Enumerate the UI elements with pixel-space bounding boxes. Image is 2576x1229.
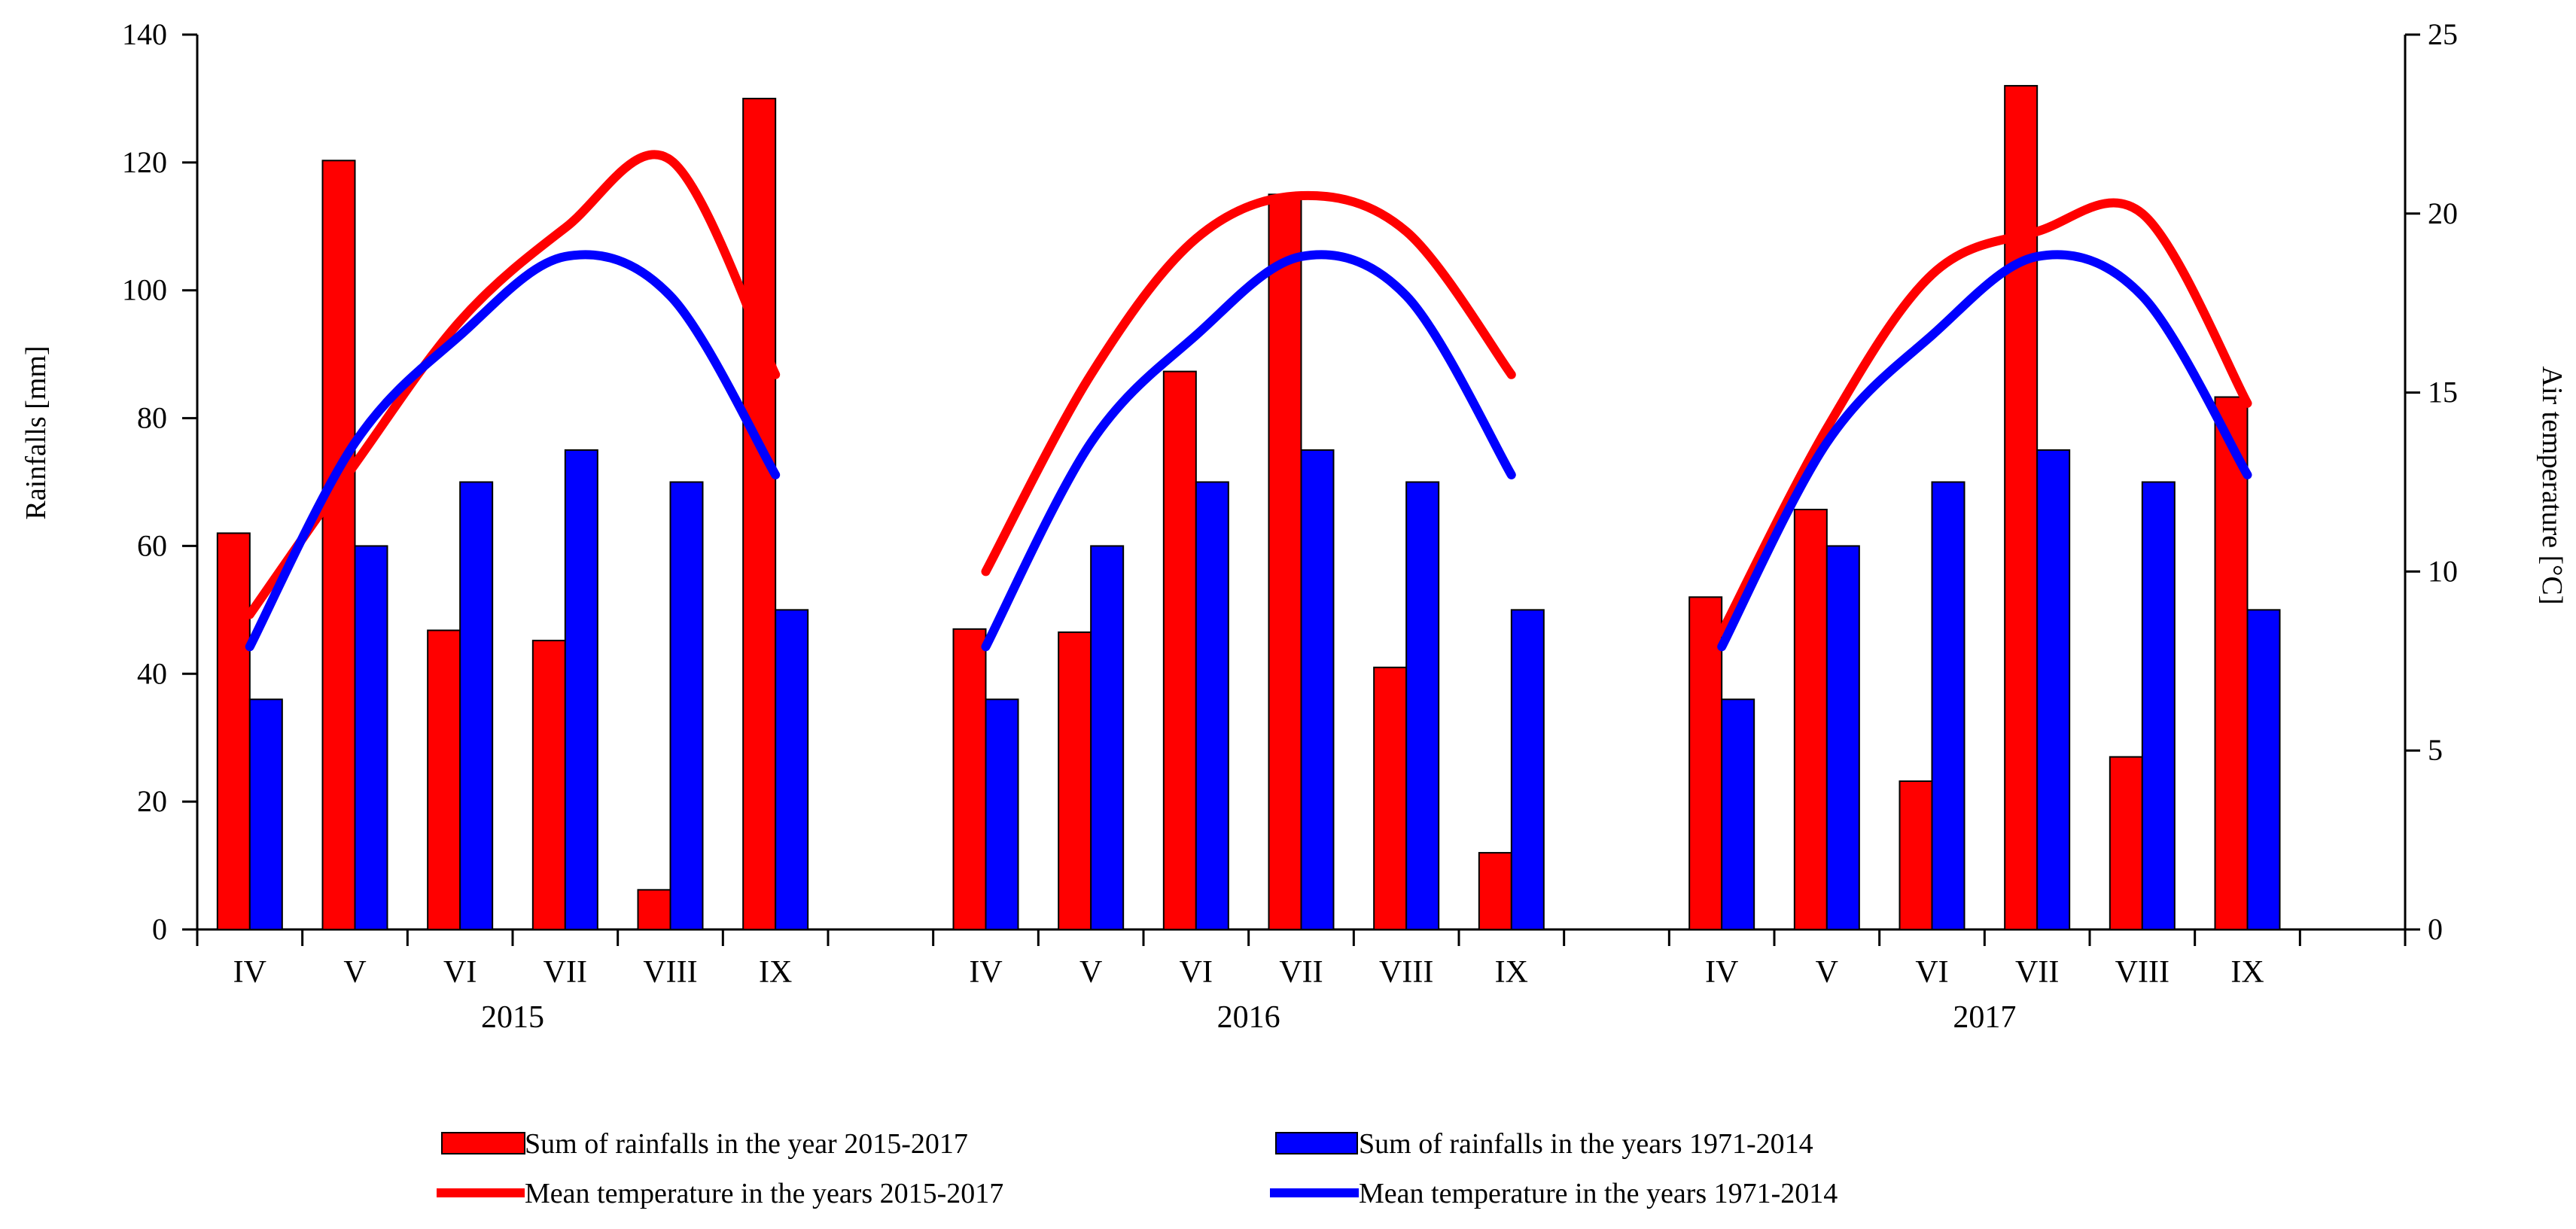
bar-longterm-rain xyxy=(459,481,494,930)
bar-longterm-rain xyxy=(1931,481,1965,930)
month-label: VIII xyxy=(643,955,697,990)
bar-longterm-rain xyxy=(1510,609,1545,930)
line-longterm-temp xyxy=(1717,250,2252,652)
bar-longterm-rain xyxy=(2141,481,2176,930)
legend-swatch-actual-rain xyxy=(441,1132,525,1154)
bar-actual-rain xyxy=(216,532,251,930)
bar-longterm-rain xyxy=(354,545,388,931)
y-right-tick-label: 10 xyxy=(2428,554,2458,588)
line-longterm-temp xyxy=(981,250,1516,652)
year-label: 2015 xyxy=(481,1000,544,1035)
y-right-tick-label: 15 xyxy=(2428,376,2458,409)
month-label: VI xyxy=(1180,955,1213,990)
month-label: VIII xyxy=(2115,955,2170,990)
y-left-tick-label: 0 xyxy=(152,912,167,946)
month-label: IV xyxy=(1705,955,1738,990)
temperature-lines xyxy=(245,150,2252,652)
bar-actual-rain xyxy=(2004,84,2039,930)
month-label: VII xyxy=(544,955,587,990)
y-left-axis-title: Rainfalls [mm] xyxy=(20,345,52,519)
bar-actual-rain xyxy=(531,640,566,930)
bar-actual-rain xyxy=(1688,596,1723,930)
line-longterm-temp xyxy=(245,250,781,652)
bar-longterm-rain xyxy=(1195,481,1229,930)
bar-longterm-rain xyxy=(1825,545,1860,931)
y-left-tick-label: 140 xyxy=(122,17,167,51)
bar-longterm-rain xyxy=(2246,609,2281,930)
legend-label-actual-temp: Mean temperature in the years 2015-2017 xyxy=(525,1178,1003,1209)
y-right-tick-label: 5 xyxy=(2428,733,2443,767)
line-actual-temp xyxy=(1717,198,2252,637)
line-actual-temp xyxy=(981,190,1516,576)
month-label: IX xyxy=(759,955,792,990)
y-right-tick-label: 20 xyxy=(2428,196,2458,230)
y-left-tick-label: 120 xyxy=(122,145,167,179)
y-right-tick-label: 25 xyxy=(2428,17,2458,51)
bars xyxy=(216,84,2281,931)
bar-longterm-rain xyxy=(1090,545,1125,931)
year-label: 2017 xyxy=(1953,1000,2016,1035)
bar-actual-rain xyxy=(742,97,777,930)
bar-actual-rain xyxy=(1162,370,1197,931)
bar-actual-rain xyxy=(1793,509,1828,930)
month-label: IV xyxy=(233,955,266,990)
bar-actual-rain xyxy=(427,629,461,931)
bar-longterm-rain xyxy=(775,609,809,930)
bar-actual-rain xyxy=(1058,631,1092,930)
legend-swatch-longterm-rain xyxy=(1275,1132,1358,1154)
y-right-tick-label: 0 xyxy=(2428,912,2443,946)
bar-actual-rain xyxy=(952,628,987,930)
bar-longterm-rain xyxy=(1721,698,1755,930)
month-label: IX xyxy=(2230,955,2264,990)
bar-actual-rain xyxy=(1268,193,1302,931)
month-label: VII xyxy=(2015,955,2059,990)
y-left-tick-label: 80 xyxy=(137,401,167,435)
bar-actual-rain xyxy=(1478,852,1512,930)
month-label: V xyxy=(1079,955,1102,990)
y-left-tick-label: 100 xyxy=(122,273,167,307)
bar-longterm-rain xyxy=(564,449,598,930)
bar-longterm-rain xyxy=(248,698,283,930)
bar-longterm-rain xyxy=(985,698,1019,930)
legend-label-actual-rain: Sum of rainfalls in the year 2015-2017 xyxy=(525,1128,968,1160)
bar-actual-rain xyxy=(2109,756,2143,931)
month-label: VI xyxy=(1915,955,1948,990)
bar-actual-rain xyxy=(1899,780,1933,930)
y-left-tick-label: 40 xyxy=(137,656,167,690)
bar-actual-rain xyxy=(1373,666,1408,930)
month-label: IV xyxy=(969,955,1002,990)
bar-actual-rain xyxy=(2214,396,2249,930)
x-axis-labels: IV V VI VII VIII IX 2015 IV V VI VII VIII IX 2016 IV V V… xyxy=(233,955,2264,1035)
legend: Sum of rainfalls in the year 2015-2017 S… xyxy=(437,1128,1838,1209)
line-actual-temp xyxy=(245,150,781,619)
month-label: VIII xyxy=(1379,955,1433,990)
year-label: 2016 xyxy=(1217,1000,1280,1035)
bar-longterm-rain xyxy=(669,481,704,930)
legend-label-longterm-rain: Sum of rainfalls in the years 1971-2014 xyxy=(1359,1128,1813,1160)
legend-label-longterm-temp: Mean temperature in the years 1971-2014 xyxy=(1359,1178,1838,1209)
bar-actual-rain xyxy=(637,889,671,930)
month-label: V xyxy=(343,955,366,990)
bar-longterm-rain xyxy=(2036,449,2071,930)
bar-actual-rain xyxy=(321,160,356,931)
month-label: V xyxy=(1816,955,1838,990)
bar-longterm-rain xyxy=(1405,481,1440,930)
month-label: VI xyxy=(443,955,477,990)
month-label: VII xyxy=(1279,955,1323,990)
y-right-axis-title: Air temperature [°C] xyxy=(2536,367,2568,605)
month-label: IX xyxy=(1495,955,1528,990)
bar-longterm-rain xyxy=(1300,449,1335,930)
y-left-tick-label: 20 xyxy=(137,784,167,818)
y-left-tick-label: 60 xyxy=(137,528,167,562)
